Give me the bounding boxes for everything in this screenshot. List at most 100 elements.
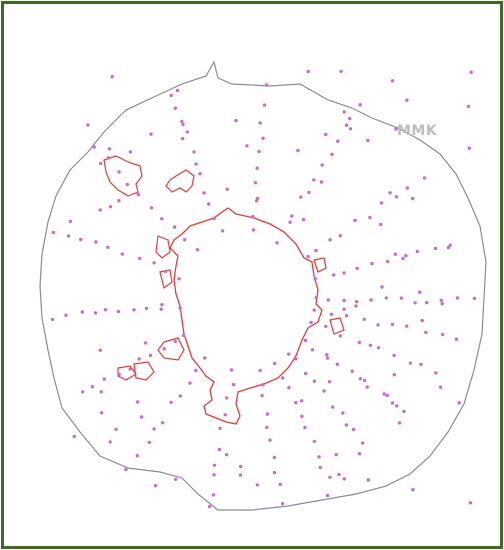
map-point xyxy=(218,426,222,430)
map-point xyxy=(446,245,451,250)
map-point xyxy=(98,208,102,212)
map-point xyxy=(405,186,409,190)
map-point xyxy=(348,116,352,121)
map-point xyxy=(379,222,383,227)
map-point xyxy=(212,216,216,221)
map-point xyxy=(357,340,361,345)
map-point xyxy=(139,415,144,419)
map-point xyxy=(390,322,395,327)
map-point xyxy=(351,427,356,432)
map-point xyxy=(125,182,129,187)
map-point xyxy=(300,414,304,418)
map-point xyxy=(424,330,428,335)
map-point xyxy=(255,483,259,487)
map-point xyxy=(255,166,259,170)
patch-bottom-left xyxy=(117,361,155,381)
map-point xyxy=(108,205,113,209)
map-point xyxy=(287,352,291,356)
map-point xyxy=(370,261,374,266)
map-point xyxy=(120,252,125,256)
map-point xyxy=(194,368,198,373)
map-point xyxy=(457,401,461,405)
map-point xyxy=(408,361,413,365)
map-point xyxy=(260,393,264,398)
map-point xyxy=(147,440,151,445)
map-point xyxy=(225,396,229,400)
map-label-mmk: MMK xyxy=(397,123,438,139)
map-point xyxy=(341,411,345,415)
map-point xyxy=(325,356,330,360)
map-point xyxy=(212,463,217,467)
map-point xyxy=(178,394,182,398)
map-point xyxy=(258,368,262,373)
map-point xyxy=(203,356,207,360)
map-point xyxy=(268,438,272,442)
point-layer xyxy=(50,69,477,509)
map-point xyxy=(72,434,76,439)
map-point xyxy=(454,337,459,341)
map-point xyxy=(81,390,85,394)
map-point xyxy=(369,298,373,302)
map-point xyxy=(418,290,422,294)
map-point xyxy=(273,361,277,366)
map-point xyxy=(390,79,395,83)
map-point xyxy=(433,246,438,251)
map-point xyxy=(110,75,114,79)
map-point xyxy=(306,254,310,259)
map-point xyxy=(124,467,128,472)
map-point xyxy=(258,121,262,125)
map-point xyxy=(309,320,313,325)
map-point xyxy=(182,238,187,242)
map-point xyxy=(169,93,173,98)
map-point xyxy=(392,353,396,357)
map-point xyxy=(317,455,321,459)
map-point xyxy=(98,348,103,352)
outer-boundary xyxy=(39,60,487,511)
map-point xyxy=(328,475,332,479)
map-point xyxy=(342,307,346,311)
map-point xyxy=(160,217,164,221)
map-point xyxy=(294,400,298,405)
map-point xyxy=(272,470,277,475)
map-point xyxy=(382,392,386,396)
map-point xyxy=(405,98,409,102)
map-point xyxy=(94,240,98,244)
map-point xyxy=(472,296,477,301)
map-point xyxy=(366,138,370,143)
map-point xyxy=(368,343,373,347)
map-point xyxy=(413,301,417,305)
map-point xyxy=(397,421,402,425)
map-point xyxy=(310,348,315,352)
map-point xyxy=(420,318,424,323)
map-point xyxy=(344,314,349,318)
map-point xyxy=(278,482,282,487)
map-point xyxy=(312,379,317,383)
map-point xyxy=(143,341,148,345)
map-point xyxy=(404,254,408,258)
map-point xyxy=(132,308,136,312)
map-point xyxy=(350,369,354,373)
patch-left-a xyxy=(155,235,171,259)
map-point xyxy=(262,103,267,107)
map-point xyxy=(344,423,349,427)
map-point xyxy=(207,202,211,206)
map-point xyxy=(175,88,180,93)
map-point xyxy=(185,130,189,134)
map-point xyxy=(98,161,103,166)
map-point xyxy=(80,310,85,314)
map-point xyxy=(159,307,163,311)
map-point xyxy=(288,220,292,224)
map-point xyxy=(234,118,238,123)
map-point xyxy=(148,353,153,358)
map-point xyxy=(393,252,397,256)
map-point xyxy=(239,464,243,469)
map-point xyxy=(328,238,332,242)
map-point xyxy=(114,427,118,431)
map-point xyxy=(327,380,332,384)
map-point xyxy=(390,401,395,405)
map-point xyxy=(330,152,334,156)
map-point xyxy=(440,302,444,306)
map-point xyxy=(202,191,206,195)
map-point xyxy=(326,298,330,302)
